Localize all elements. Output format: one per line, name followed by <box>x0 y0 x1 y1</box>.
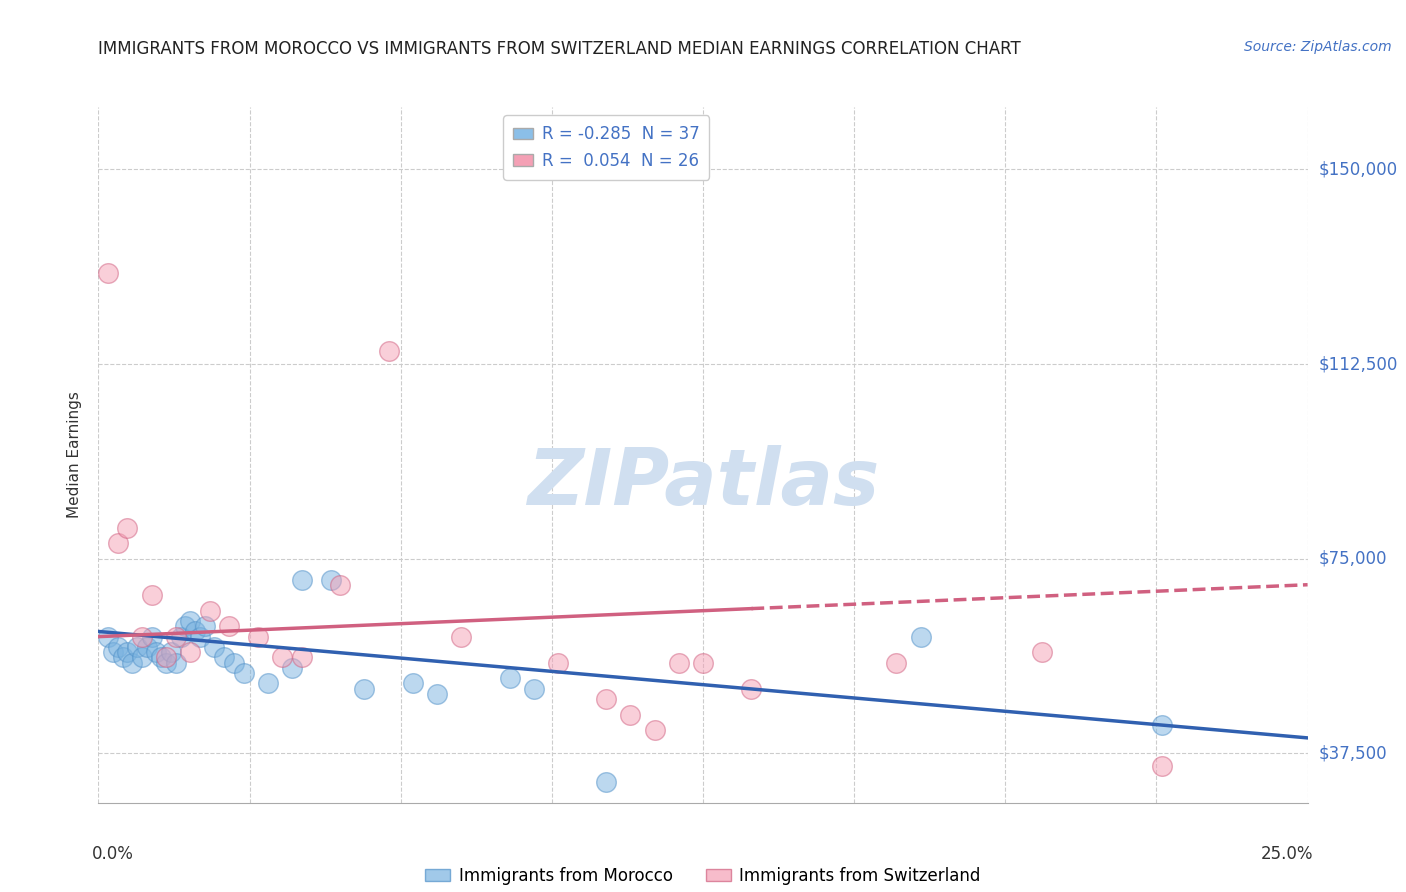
Point <box>377 344 399 359</box>
Text: $37,500: $37,500 <box>1319 745 1388 763</box>
Text: 0.0%: 0.0% <box>93 845 134 863</box>
Point <box>204 640 226 654</box>
Point <box>141 630 163 644</box>
Point <box>117 520 139 534</box>
Point <box>174 619 197 633</box>
Point <box>188 630 211 644</box>
Point <box>101 645 124 659</box>
Point <box>169 630 191 644</box>
Point <box>498 671 520 685</box>
Point <box>117 645 139 659</box>
Point <box>595 692 617 706</box>
Text: 25.0%: 25.0% <box>1261 845 1313 863</box>
Point <box>155 650 177 665</box>
Point <box>127 640 149 654</box>
Point <box>160 645 183 659</box>
Point <box>198 604 221 618</box>
Point <box>212 650 235 665</box>
Point <box>107 536 129 550</box>
Point <box>145 645 167 659</box>
Text: $150,000: $150,000 <box>1319 161 1398 178</box>
Point <box>141 588 163 602</box>
Point <box>450 630 472 644</box>
Point <box>644 723 666 738</box>
Point <box>1031 645 1053 659</box>
Point <box>886 656 908 670</box>
Point <box>523 681 546 696</box>
Point <box>281 661 304 675</box>
Point <box>97 266 120 280</box>
Point <box>131 630 153 644</box>
Y-axis label: Median Earnings: Median Earnings <box>67 392 83 518</box>
Point <box>150 650 173 665</box>
Point <box>595 775 617 789</box>
Text: $112,500: $112,500 <box>1319 355 1398 373</box>
Point <box>910 630 932 644</box>
Point <box>740 681 762 696</box>
Point <box>194 619 217 633</box>
Text: ZIPatlas: ZIPatlas <box>527 445 879 521</box>
Point <box>97 630 120 644</box>
Point <box>247 630 270 644</box>
Point <box>353 681 375 696</box>
Point <box>290 650 312 665</box>
Point <box>668 656 690 670</box>
Point <box>1152 718 1174 732</box>
Text: $75,000: $75,000 <box>1319 549 1388 568</box>
Point <box>426 687 449 701</box>
Point <box>271 650 294 665</box>
Point <box>131 650 153 665</box>
Point <box>111 650 134 665</box>
Point <box>256 676 278 690</box>
Point <box>155 656 177 670</box>
Point <box>107 640 129 654</box>
Text: Source: ZipAtlas.com: Source: ZipAtlas.com <box>1244 40 1392 54</box>
Point <box>218 619 240 633</box>
Point <box>1152 759 1174 773</box>
Point <box>402 676 425 690</box>
Point <box>547 656 569 670</box>
Point <box>165 630 187 644</box>
Point <box>184 624 207 639</box>
Point <box>290 573 312 587</box>
Legend: Immigrants from Morocco, Immigrants from Switzerland: Immigrants from Morocco, Immigrants from… <box>419 860 987 891</box>
Point <box>179 645 201 659</box>
Text: IMMIGRANTS FROM MOROCCO VS IMMIGRANTS FROM SWITZERLAND MEDIAN EARNINGS CORRELATI: IMMIGRANTS FROM MOROCCO VS IMMIGRANTS FR… <box>98 40 1021 58</box>
Point <box>165 656 187 670</box>
Point <box>222 656 245 670</box>
Point <box>232 665 254 680</box>
Point <box>319 573 342 587</box>
Point <box>619 707 641 722</box>
Point <box>121 656 143 670</box>
Point <box>692 656 714 670</box>
Point <box>179 614 201 628</box>
Point <box>329 578 352 592</box>
Point <box>135 640 157 654</box>
